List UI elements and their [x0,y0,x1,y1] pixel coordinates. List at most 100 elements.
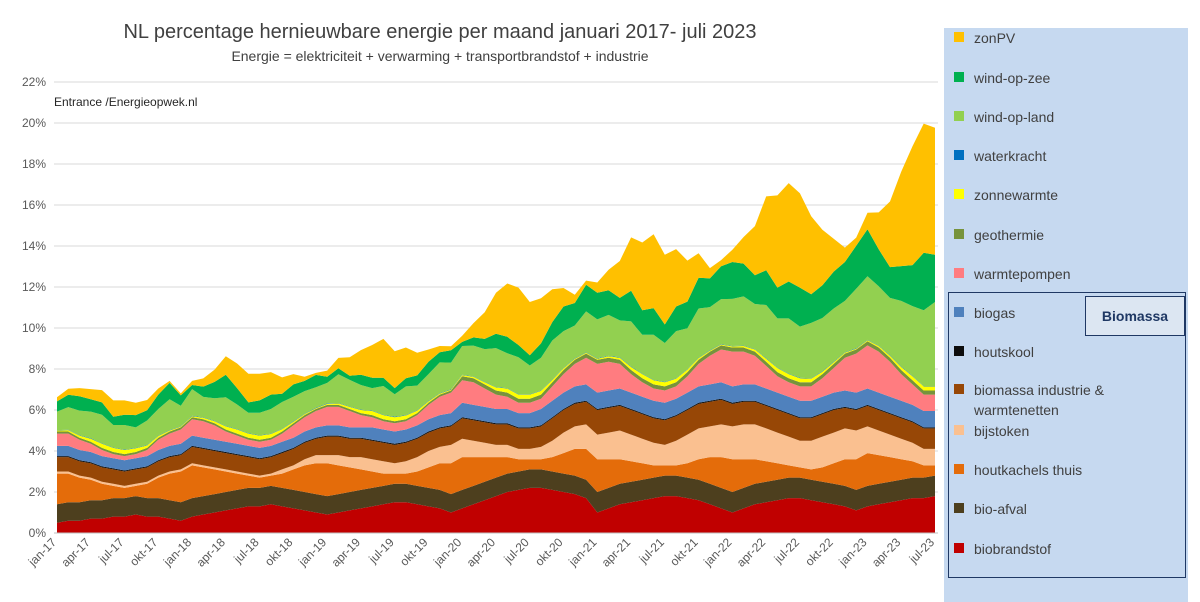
chart-subtitle: Energie = elektriciteit + verwarming + t… [231,48,648,64]
legend-item: bio-afval [954,499,1164,519]
x-tick-label: jul-21 [636,535,668,567]
legend-swatch [954,346,964,356]
legend-swatch [954,384,964,394]
legend-label: bio-afval [974,501,1027,517]
legend-swatch [954,425,964,435]
y-tick-label: 20% [22,116,46,130]
y-tick-label: 22% [22,75,46,89]
x-tick-label: jul-17 [95,535,127,567]
legend-swatch [954,150,964,160]
chart-title: NL percentage hernieuwbare energie per m… [123,21,756,43]
x-tick-label: apr-22 [734,535,769,570]
y-tick-label: 2% [29,485,47,499]
x-tick-label: jul-22 [771,535,803,567]
area-bio-afval [57,469,935,523]
y-tick-label: 16% [22,198,46,212]
legend-label: houtskool [974,344,1034,360]
x-tick-label: jan-23 [835,535,869,569]
x-tick-label: jan-17 [25,535,59,569]
x-tick-label: apr-21 [599,535,634,570]
biomassa-group-box [948,292,1186,578]
x-tick-label: apr-17 [58,535,93,570]
legend-item: zonPV [954,28,1164,48]
x-tick-label: okt-22 [802,535,836,569]
legend-label: houtkachels thuis [974,462,1083,478]
x-tick-label: jul-18 [230,535,262,567]
x-tick-label: okt-17 [127,535,161,569]
y-tick-label: 18% [22,157,46,171]
legend-item: wind-op-land [954,107,1164,127]
x-axis-ticks: jan-17 apr-17 jul-17 okt-17 jan-18 apr-18 jul-… [25,535,937,570]
legend-label: warmtepompen [974,266,1071,282]
biomassa-group-label: Biomassa [1085,296,1185,336]
y-tick-label: 12% [22,280,46,294]
legend-label: wind-op-land [974,109,1055,125]
legend-swatch [954,111,964,121]
legend-swatch [954,307,964,317]
legend-item: biomassa industrie & warmtenetten [954,380,1164,420]
x-tick-label: apr-20 [464,535,499,570]
y-axis-ticks: 0% 2% 4% 6% 8% 10% 12% 14% 16% 18% 20% 22% [22,75,46,540]
x-tick-label: apr-19 [329,535,364,570]
legend-label: zonPV [974,30,1016,46]
x-tick-label: jul-19 [365,535,397,567]
x-tick-label: apr-23 [869,535,904,570]
area-biobrandstof [57,487,935,533]
area-biomassa-industrie-warmtenetten [57,399,935,486]
legend-item: wind-op-zee [954,68,1164,88]
y-tick-label: 10% [22,321,46,335]
x-tick-label: okt-21 [667,535,701,569]
area-wind-op-land [57,276,935,450]
series-areas [54,123,938,534]
legend-label: biogas [974,305,1016,321]
area-warmtepompen [57,345,935,461]
legend-label: biobrandstof [974,541,1052,557]
x-tick-label: jan-22 [700,535,734,569]
x-tick-label: okt-19 [397,535,431,569]
legend-swatch [954,543,964,553]
area-geothermie [57,341,935,457]
legend-swatch [954,32,964,42]
x-tick-label: okt-18 [262,535,296,569]
legend-swatch [954,189,964,199]
area-zonpv [57,123,935,417]
x-tick-label: jan-18 [160,535,194,569]
stacked-area-chart: NL percentage hernieuwbare energie per m… [22,21,938,570]
y-tick-label: 0% [29,526,47,540]
area-wind-op-zee [57,229,935,428]
legend-item: houtkachels thuis [954,460,1164,480]
area-bijstoken [57,424,935,488]
legend-swatch [954,268,964,278]
x-tick-label: jan-19 [295,535,329,569]
legend-swatch [954,72,964,82]
legend-label: bijstoken [974,423,1030,439]
x-tick-label: jan-21 [565,535,599,569]
legend-item: houtskool [954,342,1164,362]
legend-label: wind-op-zee [974,70,1051,86]
y-tick-label: 8% [29,362,47,376]
source-note: Entrance /Energieopwek.nl [54,95,197,109]
legend-label: geothermie [974,227,1045,243]
x-tick-label: jul-20 [501,535,533,567]
legend-label: waterkracht [974,148,1047,164]
legend-item: biogas [954,303,1164,323]
area-houtkachels-thuis [57,448,935,505]
y-tick-label: 6% [29,403,47,417]
y-tick-label: 14% [22,239,46,253]
legend-swatch [954,229,964,239]
legend-item: bijstoken [954,421,1164,441]
legend-item: waterkracht [954,146,1164,166]
legend-item: biobrandstof [954,539,1164,559]
y-tick-label: 4% [29,444,47,458]
legend-label: zonnewarmte [974,187,1059,203]
legend-label: biomassa industrie & warmtenetten [974,382,1104,418]
legend-item: warmtepompen [954,264,1164,284]
x-tick-label: jul-23 [906,535,938,567]
area-biogas [57,382,935,471]
legend-item: zonnewarmte [954,185,1164,205]
legend-item: geothermie [954,225,1164,245]
x-tick-label: apr-18 [194,535,229,570]
legend-swatch [954,464,964,474]
x-tick-label: jan-20 [430,535,464,569]
legend: zonPV wind-op-zee wind-op-land waterkracht z… [944,28,1188,602]
